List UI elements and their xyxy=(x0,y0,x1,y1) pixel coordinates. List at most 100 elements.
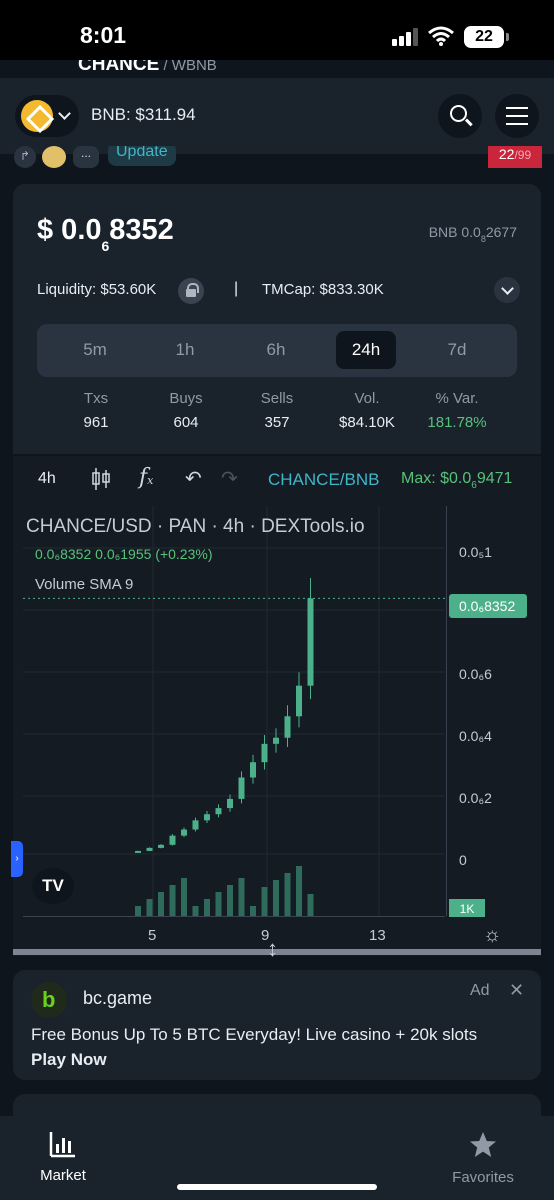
chart-settings-icon[interactable]: ☼ xyxy=(483,924,502,946)
chain-selector[interactable] xyxy=(15,95,79,137)
stat-volume: Vol. $84.10K xyxy=(339,390,395,431)
candle-body xyxy=(261,743,268,763)
volume-bar xyxy=(215,892,222,916)
chart-resize-bar[interactable] xyxy=(13,949,541,955)
candle-body xyxy=(307,598,314,686)
price-chart[interactable]: 4h fx ↶ ↷ CHANCE/BNB Max: $0.069471 CHAN… xyxy=(11,456,541,961)
expand-stats-button[interactable] xyxy=(494,277,520,303)
volume-bar xyxy=(192,906,199,916)
undo-icon[interactable]: ↶ xyxy=(185,468,202,490)
share-icon[interactable]: ↱ xyxy=(14,146,36,168)
ad-text: Free Bonus Up To 5 BTC Everyday! Live ca… xyxy=(31,1025,478,1044)
menu-button[interactable] xyxy=(495,94,539,138)
volume-bar xyxy=(238,878,245,916)
bnb-logo-icon xyxy=(21,100,53,132)
nav-favorites-label: Favorites xyxy=(452,1169,514,1186)
last-price-tag: 0.0₆8352 xyxy=(449,594,527,618)
interval-selector[interactable]: 4h xyxy=(38,470,56,487)
candle-body xyxy=(273,737,279,744)
time-axis[interactable]: 5 9 13 xyxy=(23,916,445,952)
status-bar: 8:01 22 xyxy=(0,0,554,70)
more-button[interactable]: ... xyxy=(73,146,99,168)
ad-label: Ad xyxy=(470,982,490,999)
tab-5m[interactable]: 5m xyxy=(83,340,107,359)
home-indicator xyxy=(177,1184,377,1190)
candle-body xyxy=(227,798,233,809)
bc-game-logo-icon xyxy=(31,982,67,1018)
signal-icon xyxy=(392,28,422,46)
chevron-down-icon xyxy=(58,107,71,120)
volume-bar xyxy=(135,906,141,916)
volume-bar xyxy=(284,873,291,916)
volume-indicator-label: Volume SMA 9 xyxy=(35,576,134,593)
candlestick-icon[interactable] xyxy=(91,466,111,492)
star-icon xyxy=(470,1132,496,1157)
volume-bar xyxy=(296,866,302,916)
dext-score-badge[interactable]: 22/99 xyxy=(488,146,542,168)
volume-bar xyxy=(261,887,268,916)
volume-bar xyxy=(204,899,210,916)
candle-body xyxy=(215,808,222,815)
indicators-icon[interactable]: fx xyxy=(139,465,154,490)
nav-market[interactable]: Market xyxy=(13,1130,113,1184)
stat-txs: Txs 961 xyxy=(83,390,109,431)
tradingview-logo[interactable]: TV xyxy=(32,868,74,904)
candlestick-plot[interactable] xyxy=(23,506,445,916)
stat-variation: % Var. 181.78% xyxy=(427,390,487,431)
price-axis[interactable]: 0.0₅1 0.0₆6 0.0₆4 0.0₆2 0 0.0₆8352 1K xyxy=(446,506,541,917)
close-icon[interactable]: ✕ xyxy=(509,980,525,1000)
total-market-cap: TMCap: $833.30K xyxy=(262,281,384,298)
x-tick: 5 xyxy=(148,927,157,944)
tab-1h[interactable]: 1h xyxy=(175,340,195,359)
pair-title-strip: CHANCE / WBNB xyxy=(0,60,554,78)
ad-banner[interactable]: bc.game Ad ✕ Free Bonus Up To 5 BTC Ever… xyxy=(13,970,541,1080)
separator: | xyxy=(234,280,239,297)
hamburger-menu-icon xyxy=(506,107,528,125)
x-tick: 13 xyxy=(369,927,386,944)
y-tick: 0.0₆4 xyxy=(459,728,492,744)
update-button[interactable]: Update xyxy=(108,146,176,166)
volume-bar xyxy=(181,878,187,916)
tab-6h[interactable]: 6h xyxy=(266,340,286,359)
chart-pair-toggle[interactable]: CHANCE/BNB xyxy=(268,470,380,489)
candle-body xyxy=(284,716,291,738)
volume-bar xyxy=(250,906,256,916)
drawing-panel-toggle[interactable]: › xyxy=(11,841,23,877)
volume-bar xyxy=(227,885,233,916)
tab-24h[interactable]: 24h xyxy=(336,331,396,369)
candle-body xyxy=(146,847,153,851)
y-tick: 0.0₆2 xyxy=(459,790,492,806)
status-time: 8:01 xyxy=(80,22,127,48)
volume-bar xyxy=(273,880,279,916)
liquidity: Liquidity: $53.60K xyxy=(37,281,157,298)
redo-icon[interactable]: ↷ xyxy=(221,468,238,490)
y-tick: 0 xyxy=(459,852,467,868)
candle-body xyxy=(296,685,302,717)
lock-icon[interactable] xyxy=(178,278,204,304)
tab-7d[interactable]: 7d xyxy=(447,340,467,359)
volume-bar xyxy=(146,899,153,916)
stat-sells: Sells 357 xyxy=(260,390,294,431)
resize-handle-icon[interactable]: ↕ xyxy=(267,936,278,961)
search-button[interactable] xyxy=(438,94,482,138)
stat-buys: Buys 604 xyxy=(169,390,203,431)
wifi-icon xyxy=(428,26,454,46)
app-header: BNB: $311.94 xyxy=(0,78,554,154)
chart-toolbar: 4h fx ↶ ↷ CHANCE/BNB Max: $0.069471 xyxy=(13,456,541,502)
nav-market-label: Market xyxy=(40,1167,86,1184)
battery-indicator: 22 xyxy=(464,26,509,48)
token-action-strip: ↱ ... Update 22/99 xyxy=(0,146,554,168)
nav-favorites[interactable]: Favorites xyxy=(433,1130,533,1186)
token-logo-icon xyxy=(42,146,66,168)
pair-title: CHANCE / WBNB xyxy=(78,60,217,75)
candle-body xyxy=(158,844,164,848)
candle-body xyxy=(169,835,176,845)
volume-tag: 1K xyxy=(449,899,485,917)
volume-bar xyxy=(307,894,314,916)
candle-body xyxy=(250,762,256,778)
bar-chart-icon xyxy=(49,1132,75,1158)
candle-body xyxy=(192,820,199,830)
token-price-usd: $ 0.068352 xyxy=(37,214,174,254)
ad-cta-link[interactable]: Play Now xyxy=(31,1050,107,1069)
volume-bar xyxy=(169,885,176,916)
